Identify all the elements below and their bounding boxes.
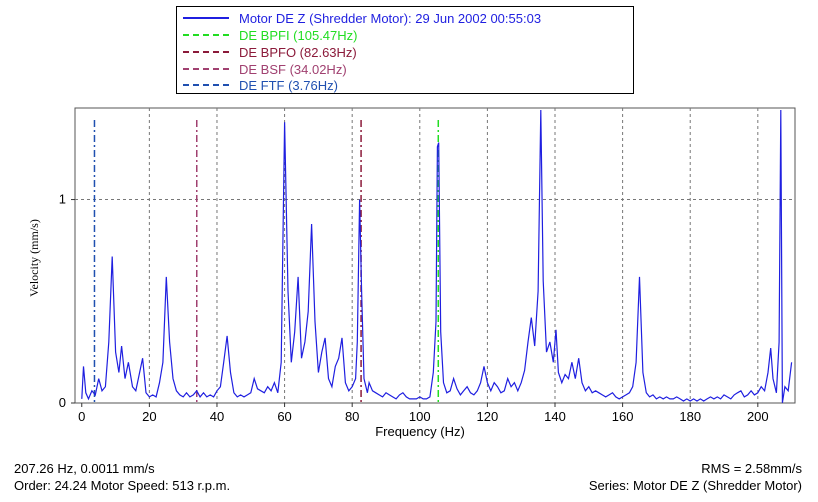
- x-tick-label: 180: [679, 409, 701, 424]
- legend-label: DE BSF (34.02Hz): [239, 61, 347, 77]
- legend-swatch: [183, 68, 229, 70]
- x-tick-label: 80: [345, 409, 359, 424]
- legend-swatch: [183, 34, 229, 36]
- grid: [71, 108, 795, 407]
- legend-entry-bsf: DE BSF (34.02Hz): [183, 60, 347, 78]
- legend-swatch: [183, 17, 229, 19]
- rms-readout: RMS = 2.58mm/s: [701, 461, 802, 476]
- x-tick-label: 160: [612, 409, 634, 424]
- x-tick-label: 200: [747, 409, 769, 424]
- legend-entry-ftf: DE FTF (3.76Hz): [183, 76, 338, 94]
- y-tick-label: 0: [59, 395, 66, 410]
- legend-label: DE BPFI (105.47Hz): [239, 27, 358, 43]
- legend-label: Motor DE Z (Shredder Motor): 29 Jun 2002…: [239, 10, 542, 26]
- x-tick-label: 100: [409, 409, 431, 424]
- x-tick-label: 20: [142, 409, 156, 424]
- legend-entry-bpfo: DE BPFO (82.63Hz): [183, 43, 357, 61]
- legend: Motor DE Z (Shredder Motor): 29 Jun 2002…: [176, 6, 634, 94]
- x-tick-label: 40: [210, 409, 224, 424]
- x-tick-label: 120: [477, 409, 499, 424]
- x-tick-label: 140: [544, 409, 566, 424]
- y-tick-labels: 01: [59, 192, 66, 410]
- series-readout: Series: Motor DE Z (Shredder Motor): [588, 478, 802, 493]
- plot-area: [74, 107, 796, 404]
- legend-label: DE FTF (3.76Hz): [239, 77, 338, 93]
- legend-swatch: [183, 51, 229, 53]
- spectrum-line: [81, 109, 793, 403]
- x-tick-label: 0: [78, 409, 85, 424]
- x-tick-labels: 0 20 40 60 80 100 120 140 160 180 200: [78, 409, 769, 424]
- legend-entry-bpfi: DE BPFI (105.47Hz): [183, 26, 358, 44]
- legend-entry-spectrum: Motor DE Z (Shredder Motor): 29 Jun 2002…: [183, 9, 541, 27]
- x-tick-label: 60: [277, 409, 291, 424]
- order-speed-readout: Order: 24.24 Motor Speed: 513 r.p.m.: [14, 478, 231, 493]
- x-axis-label: Frequency (Hz): [375, 424, 465, 439]
- legend-label: DE BPFO (82.63Hz): [239, 44, 357, 60]
- legend-swatch: [183, 84, 229, 86]
- y-axis-label: Velocity (mm/s): [27, 219, 41, 297]
- y-tick-label: 1: [59, 192, 66, 207]
- cursor-readout: 207.26 Hz, 0.0011 mm/s: [14, 461, 155, 476]
